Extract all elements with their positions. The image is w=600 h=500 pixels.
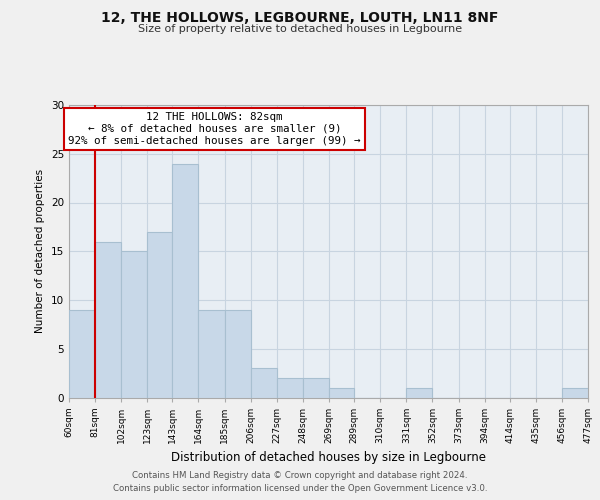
Bar [199, 310, 224, 398]
Y-axis label: Number of detached properties: Number of detached properties [35, 169, 46, 334]
Bar [95, 242, 121, 398]
Text: Size of property relative to detached houses in Legbourne: Size of property relative to detached ho… [138, 24, 462, 34]
Text: Contains HM Land Registry data © Crown copyright and database right 2024.: Contains HM Land Registry data © Crown c… [132, 471, 468, 480]
Text: 12 THE HOLLOWS: 82sqm
← 8% of detached houses are smaller (9)
92% of semi-detach: 12 THE HOLLOWS: 82sqm ← 8% of detached h… [68, 112, 361, 146]
Bar [562, 388, 588, 398]
Text: Contains public sector information licensed under the Open Government Licence v3: Contains public sector information licen… [113, 484, 487, 493]
Bar [406, 388, 433, 398]
X-axis label: Distribution of detached houses by size in Legbourne: Distribution of detached houses by size … [171, 451, 486, 464]
Bar [277, 378, 303, 398]
Bar [69, 310, 95, 398]
Text: 12, THE HOLLOWS, LEGBOURNE, LOUTH, LN11 8NF: 12, THE HOLLOWS, LEGBOURNE, LOUTH, LN11 … [101, 11, 499, 25]
Bar [251, 368, 277, 398]
Bar [224, 310, 251, 398]
Bar [329, 388, 354, 398]
Bar [121, 252, 148, 398]
Bar [303, 378, 329, 398]
Bar [148, 232, 172, 398]
Bar [172, 164, 199, 398]
